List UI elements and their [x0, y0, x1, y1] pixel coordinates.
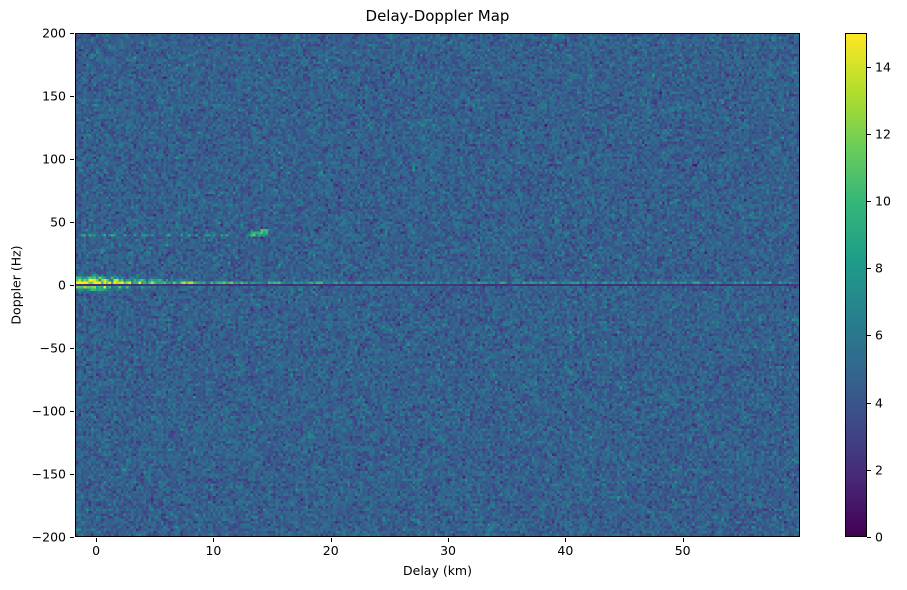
- y-tick: [70, 285, 74, 286]
- colorbar-tick: [867, 133, 871, 135]
- y-tick: [70, 411, 74, 412]
- y-tick: [70, 474, 74, 475]
- colorbar-tick: [867, 469, 871, 471]
- colorbar-tick-label: 12: [875, 126, 891, 142]
- colorbar-tick: [867, 268, 871, 270]
- colorbar-tick: [867, 402, 871, 404]
- colorbar-tick-label: 4: [875, 395, 883, 411]
- y-tick-label: 0: [58, 277, 66, 293]
- x-tick-label: 10: [205, 543, 222, 558]
- heatmap-image: [76, 34, 799, 536]
- plot-area: [75, 33, 800, 537]
- y-tick: [70, 96, 74, 97]
- x-tick: [330, 538, 332, 542]
- colorbar-tick-label: 14: [875, 59, 891, 75]
- y-tick-label: 200: [42, 25, 66, 41]
- colorbar-tick-label: 2: [875, 462, 883, 478]
- colorbar-tick-label: 10: [875, 193, 891, 209]
- y-tick: [70, 33, 74, 34]
- y-tick-label: −100: [31, 403, 66, 419]
- y-tick: [70, 222, 74, 223]
- colorbar-tick: [867, 537, 871, 538]
- y-tick: [70, 537, 74, 538]
- x-tick: [96, 538, 98, 542]
- x-tick-label: 20: [322, 543, 339, 558]
- colorbar: [845, 33, 867, 537]
- y-tick-label: −200: [31, 529, 66, 545]
- x-tick-label: 30: [440, 543, 456, 558]
- colorbar-tick-label: 0: [875, 529, 883, 545]
- y-tick-label: 150: [42, 88, 66, 104]
- y-tick: [70, 159, 74, 160]
- x-tick: [213, 538, 215, 542]
- x-axis-label: Delay (km): [403, 563, 472, 578]
- x-tick: [565, 538, 567, 542]
- colorbar-gradient: [846, 34, 866, 536]
- colorbar-tick: [867, 335, 871, 337]
- y-tick-label: 100: [42, 151, 66, 167]
- y-tick-label: 50: [50, 214, 66, 230]
- x-tick-label: 40: [557, 543, 574, 558]
- y-tick-label: −150: [31, 466, 66, 482]
- colorbar-tick: [867, 201, 871, 202]
- colorbar-tick-label: 6: [875, 327, 883, 343]
- colorbar-tick-label: 8: [875, 260, 883, 276]
- y-tick: [70, 348, 74, 349]
- y-tick-label: −50: [39, 340, 66, 356]
- chart-title: Delay-Doppler Map: [365, 7, 510, 25]
- x-tick-label: 50: [674, 543, 691, 558]
- x-tick: [682, 538, 684, 542]
- x-tick: [448, 538, 450, 542]
- colorbar-tick: [867, 66, 871, 68]
- x-tick-label: 0: [92, 543, 101, 558]
